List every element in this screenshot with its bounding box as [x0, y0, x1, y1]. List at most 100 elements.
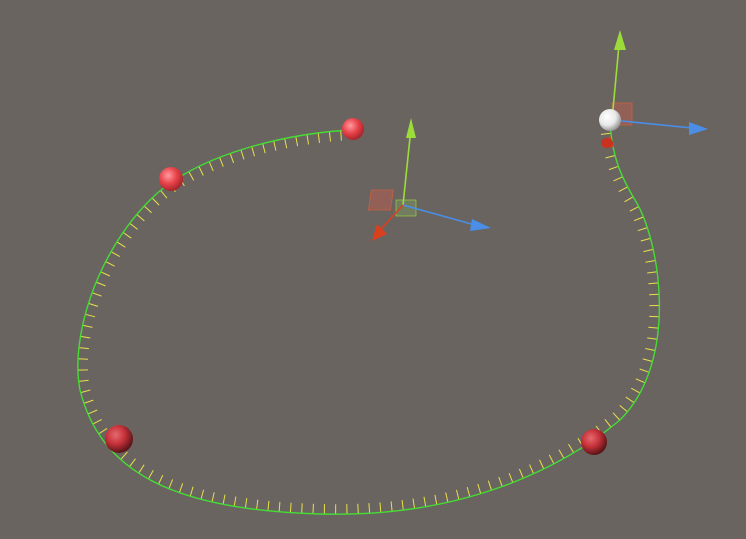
spline-tick [83, 399, 94, 404]
spline-tick [498, 476, 503, 487]
spline-tick [98, 427, 108, 435]
z-axis-line[interactable] [379, 204, 404, 231]
spline-tick [608, 165, 619, 171]
spline-tick [635, 378, 646, 384]
spline-tick [129, 458, 136, 468]
spline-tick [208, 161, 214, 172]
x-axis-line[interactable] [611, 119, 693, 129]
spline-tick [466, 486, 471, 497]
y-axis-line[interactable] [611, 44, 620, 121]
z-axis-arrow-icon[interactable] [372, 224, 387, 241]
spline-tick [78, 347, 89, 350]
x-axis-line[interactable] [402, 204, 476, 226]
spline-tick [629, 206, 639, 212]
spline-tick [647, 271, 658, 274]
spline-tick [456, 489, 460, 500]
spline-tick [189, 486, 194, 497]
control-point-icon[interactable] [581, 429, 607, 455]
spline-tick [77, 358, 89, 360]
spline-tick [158, 474, 164, 485]
spline-tick [548, 454, 555, 465]
spline-tick [200, 489, 205, 500]
selected-control-point-icon[interactable] [599, 109, 621, 131]
spline-tick [92, 418, 102, 425]
spline-tick [643, 248, 654, 253]
spline-tick [262, 143, 266, 154]
spline-tick [110, 251, 121, 258]
spline-tick [612, 412, 621, 421]
spline-tick [244, 498, 248, 509]
spline-tick [219, 157, 224, 167]
spline-tick [256, 499, 259, 510]
spline-tick [568, 443, 575, 453]
spline-tick [100, 271, 111, 277]
selected-point-gizmo-icon[interactable] [599, 30, 708, 148]
spline-tick [477, 483, 482, 494]
spline-tick [645, 260, 656, 263]
spline-tick [295, 136, 299, 147]
spline-tick [600, 132, 611, 135]
spline-tick [368, 503, 371, 514]
spline-tick [222, 494, 226, 505]
spline-tick [340, 130, 342, 141]
x-axis-arrow-icon[interactable] [689, 122, 708, 135]
spline-tick [639, 368, 650, 373]
spline-tick [640, 237, 651, 242]
spline-tick [529, 464, 535, 474]
spline-tick [147, 469, 154, 480]
spline-tick [229, 153, 235, 164]
spline-tick [233, 496, 237, 507]
spline-tick [78, 379, 89, 382]
spline-tick [284, 138, 288, 149]
spline-tick [637, 227, 648, 232]
spline-tick [278, 501, 281, 512]
spline-tick [613, 176, 623, 182]
control-point-icon[interactable] [342, 118, 364, 140]
spline-tick [379, 502, 382, 513]
spline-tick [518, 468, 524, 479]
y-axis-arrow-icon[interactable] [614, 30, 626, 50]
transform-gizmo-icon[interactable] [368, 118, 491, 241]
spline-tick [122, 232, 132, 239]
spline-tick [88, 302, 99, 307]
x-axis-arrow-icon[interactable] [470, 219, 491, 231]
spline-tick [648, 282, 659, 285]
spline-tick [306, 134, 309, 145]
spline-tick [401, 500, 404, 511]
y-axis-line[interactable] [402, 127, 412, 206]
spline-tick [138, 464, 145, 474]
spline-tick [178, 483, 184, 493]
spline-tick [445, 492, 449, 503]
spline-tick [91, 292, 102, 297]
spline-tick [633, 216, 644, 222]
spline-tick [624, 196, 634, 203]
spline-tick [82, 324, 93, 328]
spline-tick [85, 313, 96, 318]
spline-curve[interactable] [77, 121, 661, 515]
spline-tick [539, 459, 545, 470]
spline-tick [289, 502, 292, 513]
spline-tick [188, 171, 195, 181]
spline-tick [105, 261, 115, 267]
spline-ticks [77, 130, 660, 515]
control-point-icon[interactable] [105, 425, 133, 453]
spline-tick [301, 503, 303, 514]
spline-tick [143, 205, 152, 214]
spline-tick [605, 155, 616, 159]
y-axis-arrow-icon[interactable] [406, 118, 416, 138]
spline-tick [80, 335, 91, 339]
spline-tick [160, 190, 168, 199]
spline-tick [240, 149, 245, 160]
spline-tick [645, 348, 656, 351]
spline-tick [642, 358, 653, 362]
spline-tick [434, 494, 438, 505]
control-point-icon[interactable] [159, 167, 183, 191]
spline-tick [136, 214, 145, 222]
spline-tick [647, 337, 658, 340]
spline-tick [317, 132, 320, 143]
spline-tick [80, 389, 91, 394]
spline-tick [211, 492, 215, 503]
spline-tick [412, 498, 415, 509]
